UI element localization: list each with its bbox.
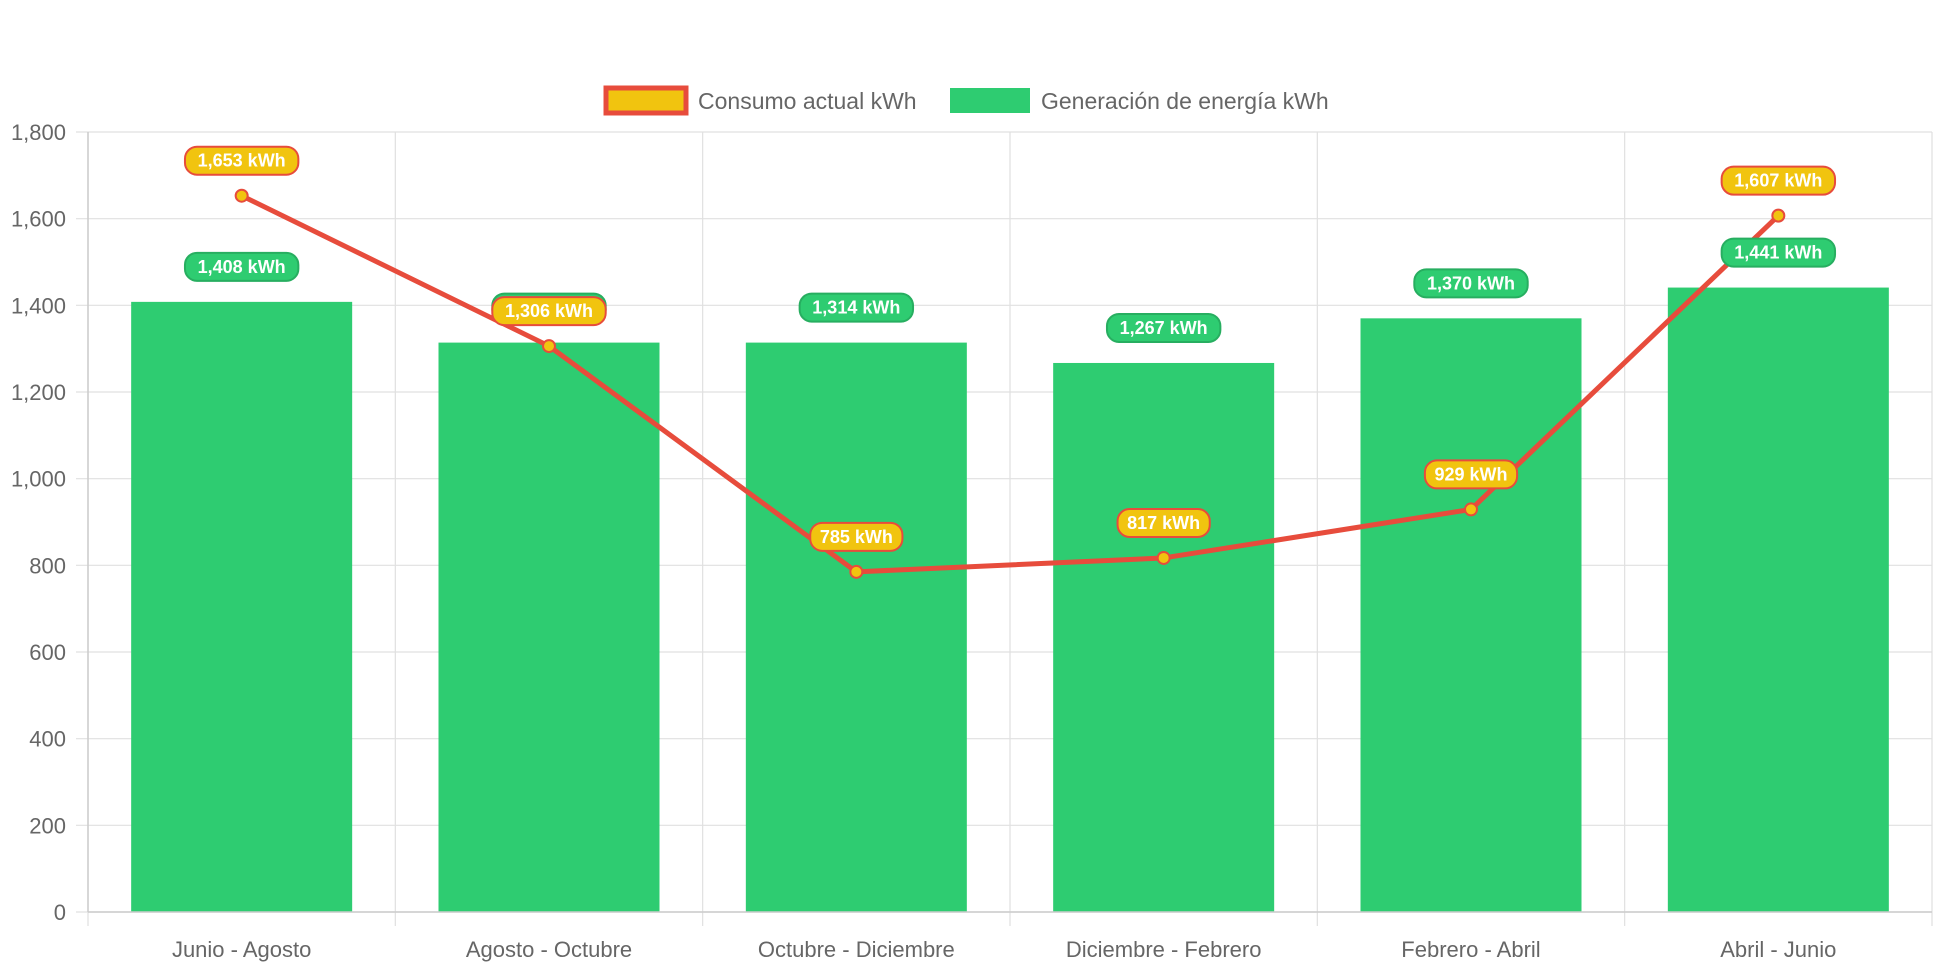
generation-bar[interactable] (438, 342, 660, 913)
legend-swatch-generation (950, 88, 1030, 113)
consumption-data-label: 785 kWh (809, 521, 904, 552)
generation-data-label-box (1720, 237, 1837, 268)
legend-label-generation: Generación de energía kWh (1041, 88, 1329, 114)
y-tick-label: 0 (54, 900, 66, 925)
consumption-point[interactable] (542, 339, 556, 354)
consumption-data-label-text: 1,306 kWh (505, 301, 593, 321)
consumption-data-label-box (491, 296, 607, 327)
consumption-data-label-text: 785 kWh (820, 527, 893, 547)
x-tick-label: Abril - Junio (1720, 937, 1836, 962)
generation-data-label-box (183, 251, 300, 282)
consumption-data-label-box (1720, 165, 1837, 196)
x-tick-label: Febrero - Abril (1401, 937, 1540, 962)
generation-data-label: 1,314 kWh (798, 292, 915, 323)
legend-item-generation[interactable]: Generación de energía kWh (950, 88, 1329, 114)
generation-bar[interactable] (1360, 318, 1582, 912)
generation-bar[interactable] (745, 342, 967, 913)
y-tick-label: 400 (29, 727, 66, 752)
y-tick-label: 1,400 (11, 293, 66, 318)
x-tick-label: Diciembre - Febrero (1066, 937, 1262, 962)
consumption-data-label-box (1423, 459, 1519, 490)
y-tick-label: 1,200 (11, 380, 66, 405)
consumption-point[interactable] (1464, 502, 1478, 517)
x-tick-label: Agosto - Octubre (466, 937, 632, 962)
generation-data-label-box (1105, 312, 1222, 343)
legend-label-consumption: Consumo actual kWh (698, 88, 917, 114)
generation-data-label: 1,267 kWh (1105, 312, 1222, 343)
consumption-data-label-text: 817 kWh (1127, 513, 1200, 533)
generation-bar[interactable] (131, 301, 353, 912)
consumption-data-label: 1,607 kWh (1720, 165, 1837, 196)
y-tick-label: 200 (29, 813, 66, 838)
y-tick-label: 1,800 (11, 120, 66, 145)
generation-data-label-text: 1,267 kWh (1120, 318, 1208, 338)
consumption-point[interactable] (1156, 550, 1171, 565)
consumption-data-label-box (809, 521, 904, 552)
consumption-data-label: 1,306 kWh (491, 296, 607, 327)
generation-data-label: 1,370 kWh (1413, 268, 1529, 299)
generation-data-label-text: 1,441 kWh (1734, 243, 1822, 263)
legend-swatch-consumption (603, 85, 689, 116)
generation-data-label-text: 1,314 kWh (812, 298, 900, 318)
y-tick-label: 1,600 (11, 207, 66, 232)
y-tick-label: 600 (29, 640, 66, 665)
consumption-data-label: 1,653 kWh (183, 145, 300, 176)
generation-bar[interactable] (1667, 287, 1889, 913)
generation-data-label: 1,441 kWh (1720, 237, 1837, 268)
generation-data-label-box (798, 292, 915, 323)
x-tick-label: Octubre - Diciembre (758, 937, 955, 962)
y-tick-label: 800 (29, 553, 66, 578)
consumption-point[interactable] (1771, 208, 1786, 223)
legend: Consumo actual kWh Generación de energía … (603, 85, 1329, 116)
bars (131, 287, 1889, 913)
consumption-point[interactable] (849, 564, 864, 579)
y-tick-label: 1,000 (11, 467, 66, 492)
x-tick-label: Junio - Agosto (172, 937, 311, 962)
generation-data-label-box (1413, 268, 1529, 299)
consumption-point[interactable] (234, 188, 249, 203)
consumption-data-label-text: 1,653 kWh (198, 151, 286, 171)
generation-data-label-text: 1,370 kWh (1427, 273, 1515, 293)
consumption-data-label-text: 929 kWh (1434, 464, 1507, 484)
axes: 0 200 400 600 800 1,000 1,200 1,400 1,600 1,800 Ju… (11, 120, 1932, 962)
consumption-data-label-box (1116, 507, 1211, 538)
generation-bar[interactable] (1053, 362, 1275, 912)
legend-item-consumption[interactable]: Consumo actual kWh (603, 85, 917, 116)
consumption-data-label-box (183, 145, 300, 176)
consumption-data-label: 929 kWh (1423, 459, 1519, 490)
consumption-data-label: 817 kWh (1116, 507, 1211, 538)
consumption-data-label-text: 1,607 kWh (1734, 171, 1822, 191)
generation-data-label: 1,408 kWh (183, 251, 300, 282)
generation-data-label-text: 1,408 kWh (198, 257, 286, 277)
